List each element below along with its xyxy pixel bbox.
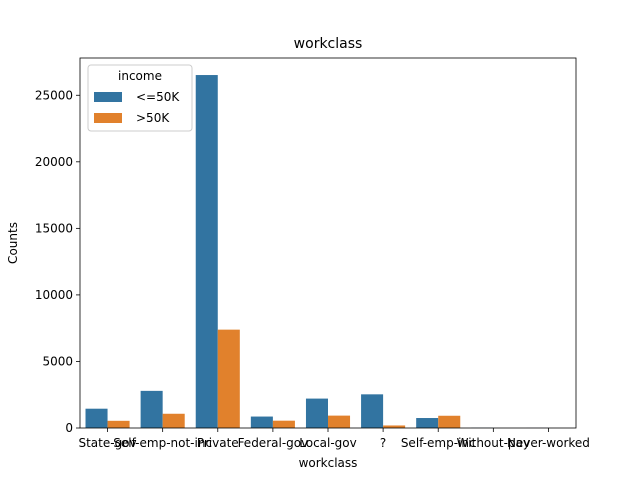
legend-title: income <box>118 69 162 83</box>
bar--series-1 <box>383 425 406 428</box>
bar-self-emp-inc-series-0 <box>416 418 439 428</box>
bar-private-series-0 <box>195 75 218 428</box>
bar-self-emp-not-inc-series-0 <box>140 390 163 428</box>
x-tick-label: Local-gov <box>299 436 357 450</box>
x-axis-label: workclass <box>299 456 358 470</box>
bar--series-0 <box>361 394 384 428</box>
y-tick-label: 20000 <box>35 155 73 169</box>
x-tick-label: Self-emp-not-inc <box>113 436 212 450</box>
y-tick-label: 0 <box>65 421 73 435</box>
bar-local-gov-series-0 <box>305 398 328 428</box>
legend-label: >50K <box>136 111 170 125</box>
y-axis: 0 5000 10000 15000 20000 25000 <box>35 88 80 435</box>
bar-state-gov-series-0 <box>85 408 108 428</box>
y-tick-label: 15000 <box>35 221 73 235</box>
legend-swatch <box>94 113 122 123</box>
bar-federal-gov-series-0 <box>250 416 273 428</box>
bar-local-gov-series-1 <box>328 415 351 428</box>
legend-swatch <box>94 92 122 102</box>
bar-private-series-1 <box>217 329 240 428</box>
plot-area <box>79 57 577 429</box>
x-tick-label: Without-pay <box>457 436 530 450</box>
bar-state-gov-series-1 <box>107 420 130 428</box>
x-tick-label: Self-emp-inc <box>401 436 476 450</box>
bar-self-emp-not-inc-series-1 <box>162 413 185 428</box>
x-tick-label: State-gov <box>78 436 136 450</box>
legend: income <=50K >50K <box>87 64 193 132</box>
x-tick-label: Federal-gov <box>238 436 309 450</box>
x-axis: State-govSelf-emp-not-incPrivateFederal-… <box>78 428 590 450</box>
bar-federal-gov-series-1 <box>272 420 295 428</box>
y-tick-label: 10000 <box>35 288 73 302</box>
legend-label: <=50K <box>136 90 180 104</box>
y-tick-label: 25000 <box>35 88 73 102</box>
y-tick-label: 5000 <box>42 354 73 368</box>
bar-self-emp-inc-series-1 <box>438 415 461 428</box>
y-axis-label: Counts <box>6 222 20 264</box>
chart-title: workclass <box>294 36 363 52</box>
x-tick-label: ? <box>380 436 386 450</box>
x-tick-label: Never-worked <box>507 436 590 450</box>
x-tick-label: Private <box>197 436 239 450</box>
